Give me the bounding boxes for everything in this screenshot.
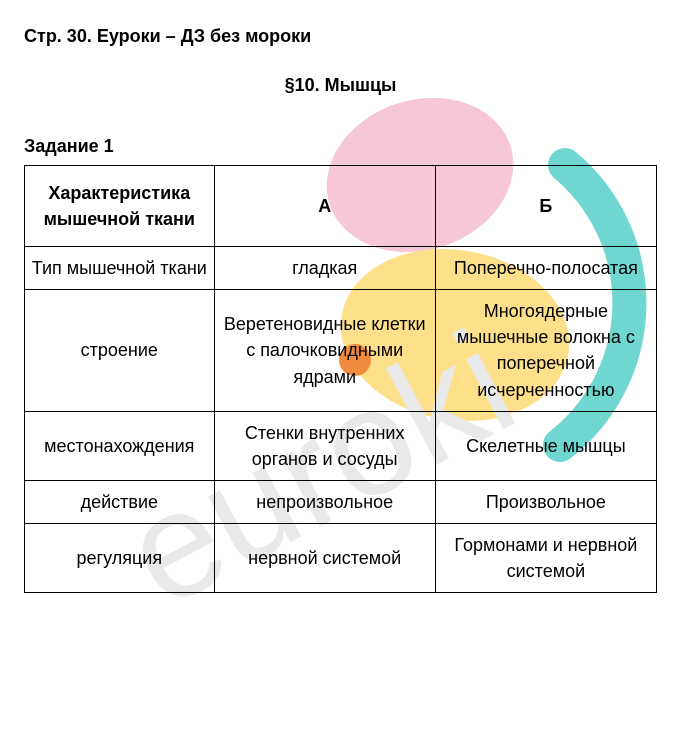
table-cell: нервной системой: [214, 523, 435, 592]
muscle-table: Характеристика мышечной тканиАБ Тип мыше…: [24, 165, 657, 593]
table-cell: непроизвольное: [214, 480, 435, 523]
page-header: Стр. 30. Еуроки – ДЗ без мороки: [24, 26, 657, 47]
table-row: Тип мышечной тканигладкаяПоперечно-полос…: [25, 247, 657, 290]
task-title: Задание 1: [24, 136, 657, 157]
table-header-row: Характеристика мышечной тканиАБ: [25, 166, 657, 247]
page: euroki Стр. 30. Еуроки – ДЗ без мороки §…: [0, 0, 681, 748]
table-cell: Многоядерные мышечные волокна с поперечн…: [435, 290, 656, 411]
row-label-cell: регуляция: [25, 523, 215, 592]
section-title: §10. Мышцы: [24, 75, 657, 96]
table-cell: Гормонами и нервной системой: [435, 523, 656, 592]
table-row: регуляциянервной системойГормонами и нер…: [25, 523, 657, 592]
table-header-cell: А: [214, 166, 435, 247]
table-row: строениеВеретеновидные клетки с палочков…: [25, 290, 657, 411]
row-label-cell: Тип мышечной ткани: [25, 247, 215, 290]
table-cell: Стенки внутренних органов и сосуды: [214, 411, 435, 480]
content-area: Стр. 30. Еуроки – ДЗ без мороки §10. Мыш…: [24, 26, 657, 593]
table-header-cell: Б: [435, 166, 656, 247]
table-cell: Поперечно-полосатая: [435, 247, 656, 290]
row-label-cell: местонахождения: [25, 411, 215, 480]
table-cell: Скелетные мышцы: [435, 411, 656, 480]
table-cell: Произвольное: [435, 480, 656, 523]
row-label-cell: действие: [25, 480, 215, 523]
table-header-cell: Характеристика мышечной ткани: [25, 166, 215, 247]
row-label-cell: строение: [25, 290, 215, 411]
table-cell: гладкая: [214, 247, 435, 290]
table-row: местонахожденияСтенки внутренних органов…: [25, 411, 657, 480]
table-cell: Веретеновидные клетки с палочковидными я…: [214, 290, 435, 411]
table-row: действиенепроизвольноеПроизвольное: [25, 480, 657, 523]
